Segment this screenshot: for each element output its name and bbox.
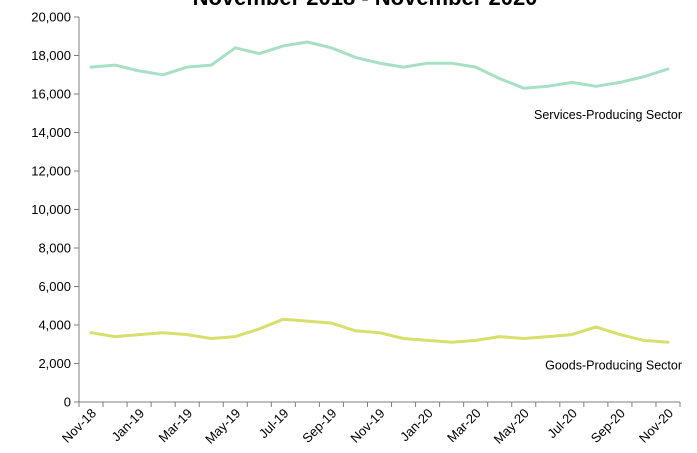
x-tick-label: May-19 xyxy=(202,406,243,447)
x-tick-label: Nov-19 xyxy=(347,406,387,446)
x-tick-label: Sep-19 xyxy=(299,406,339,446)
x-tick-label: Nov-20 xyxy=(636,406,676,446)
x-axis-ticks: Nov-18 Jan-19 Mar-19 May-19 Jul-19 Sep-19 Nov-… xyxy=(59,402,681,447)
y-tick-label: 0 xyxy=(64,395,71,410)
y-tick-label: 8,000 xyxy=(38,241,71,256)
y-tick-label: 2,000 xyxy=(38,356,71,371)
x-tick-label: Jan-20 xyxy=(397,406,436,445)
x-tick-label: Jul-19 xyxy=(256,406,292,442)
x-tick-label: Mar-19 xyxy=(156,406,196,446)
chart-title: November 2018 - November 2020 xyxy=(193,0,538,10)
series-line-goods-producing-sector xyxy=(89,317,670,344)
y-tick-label: 12,000 xyxy=(31,164,71,179)
series-label-goods-producing-sector: Goods-Producing Sector xyxy=(545,358,682,372)
y-tick-label: 18,000 xyxy=(31,48,71,63)
x-tick-label: Jul-20 xyxy=(544,406,580,442)
y-tick-label: 10,000 xyxy=(31,202,71,217)
x-tick-label: Mar-20 xyxy=(444,406,484,446)
y-tick-label: 20,000 xyxy=(31,10,71,25)
series-group xyxy=(89,40,670,344)
series-label-services-producing-sector: Services-Producing Sector xyxy=(534,108,682,122)
x-tick-label: May-20 xyxy=(491,406,532,447)
y-tick-label: 6,000 xyxy=(38,279,71,294)
x-tick-label: Nov-18 xyxy=(59,406,99,446)
x-tick-label: Jan-19 xyxy=(109,406,148,445)
series-labels: Services-Producing Sector Goods-Producing… xyxy=(534,108,682,372)
series-line-services-producing-sector xyxy=(89,40,670,90)
axes xyxy=(78,17,680,403)
y-tick-label: 14,000 xyxy=(31,125,71,140)
x-tick-label: Sep-20 xyxy=(588,406,628,446)
y-axis-ticks: 0 2,000 4,000 6,000 8,000 10,000 12,000 14,000 1… xyxy=(31,10,79,410)
y-tick-label: 16,000 xyxy=(31,87,71,102)
y-tick-label: 4,000 xyxy=(38,318,71,333)
